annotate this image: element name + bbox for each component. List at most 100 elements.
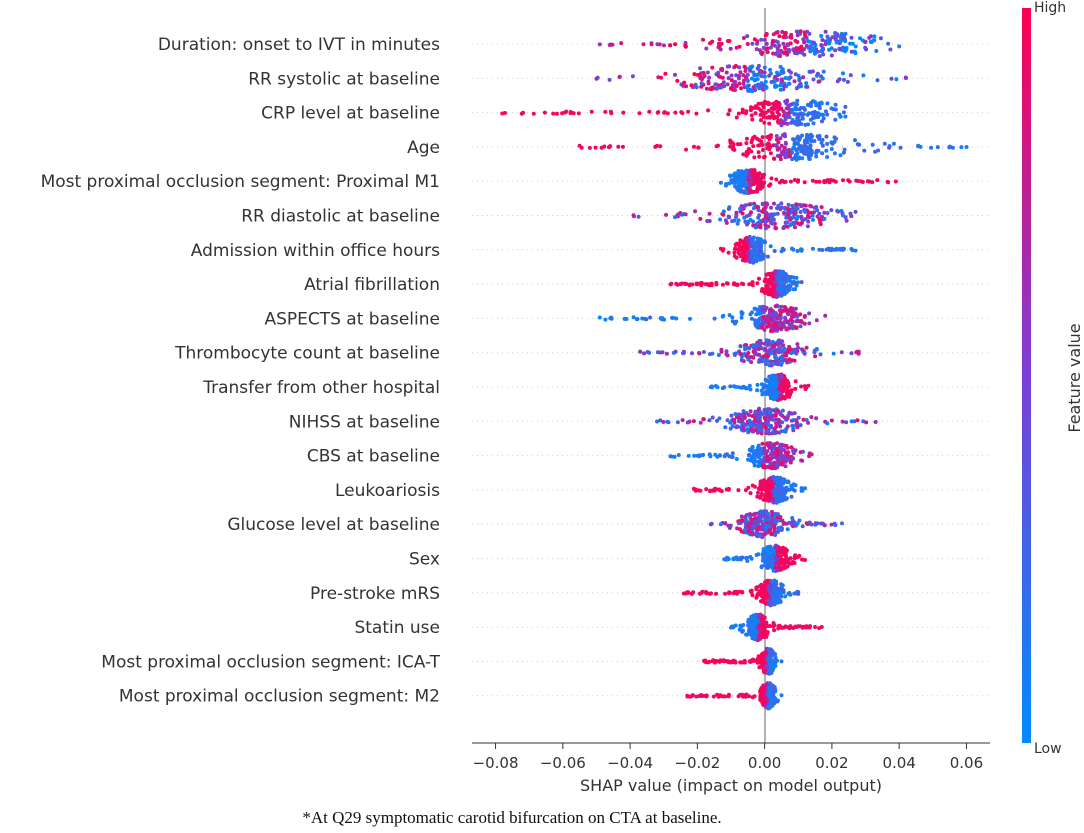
shap-point xyxy=(817,104,822,109)
shap-point xyxy=(868,34,873,39)
shap-point xyxy=(774,424,779,429)
shap-point xyxy=(769,408,774,413)
shap-point xyxy=(767,137,772,142)
shap-point xyxy=(745,168,750,173)
shap-point xyxy=(778,154,783,159)
shap-point xyxy=(597,42,602,47)
shap-point xyxy=(776,483,781,488)
shap-point xyxy=(708,352,712,357)
shap-point xyxy=(837,77,842,82)
shap-point xyxy=(806,154,811,159)
shap-point xyxy=(794,319,799,324)
shap-point xyxy=(833,179,838,184)
shap-point xyxy=(814,154,819,159)
shap-point xyxy=(772,156,777,161)
shap-point xyxy=(740,555,745,560)
shap-point xyxy=(825,112,830,117)
shap-point xyxy=(767,496,772,501)
shap-point xyxy=(778,566,783,571)
shap-point xyxy=(812,139,817,143)
shap-point xyxy=(723,521,728,526)
shap-point xyxy=(785,564,790,569)
shap-point xyxy=(617,75,622,79)
shap-point xyxy=(800,557,804,562)
shap-point xyxy=(794,119,799,124)
shap-point xyxy=(804,140,809,145)
colorbar-low-label: Low xyxy=(1034,741,1062,757)
shap-point xyxy=(760,174,765,179)
shap-point xyxy=(568,111,573,116)
shap-point xyxy=(794,46,799,51)
shap-point xyxy=(673,42,678,47)
shap-point xyxy=(812,205,817,210)
shap-point xyxy=(827,47,832,52)
shap-point xyxy=(799,144,804,149)
shap-point xyxy=(762,100,767,104)
shap-point xyxy=(669,281,674,286)
shap-point xyxy=(752,240,757,245)
shap-point xyxy=(741,152,746,157)
shap-point xyxy=(718,522,723,527)
shap-point xyxy=(745,42,750,46)
shap-point xyxy=(726,694,731,699)
shap-point xyxy=(712,316,717,321)
shap-point xyxy=(754,629,759,634)
shap-point xyxy=(778,54,783,58)
shap-point xyxy=(769,479,774,484)
shap-point xyxy=(825,421,830,426)
shap-point xyxy=(698,420,703,425)
shap-point xyxy=(779,304,784,309)
shap-point xyxy=(742,64,747,69)
shap-point xyxy=(774,383,779,388)
shap-point xyxy=(721,247,726,252)
shap-point xyxy=(767,115,772,119)
shap-point xyxy=(770,564,775,569)
shap-point xyxy=(724,220,729,225)
shap-point xyxy=(750,532,755,537)
shap-point xyxy=(761,509,766,514)
shap-point xyxy=(769,80,774,84)
shap-point xyxy=(763,86,768,91)
shap-point xyxy=(783,134,788,139)
shap-point xyxy=(769,308,774,313)
shap-point xyxy=(635,317,640,321)
shap-point xyxy=(759,519,764,524)
shap-point xyxy=(842,77,846,82)
shap-point xyxy=(776,626,781,631)
shap-point xyxy=(848,73,853,78)
shap-point xyxy=(769,532,774,537)
shap-point xyxy=(864,420,869,425)
shap-point xyxy=(736,488,741,493)
shap-point xyxy=(773,74,778,79)
shap-point xyxy=(843,114,848,119)
shap-point xyxy=(798,29,803,34)
shap-point xyxy=(822,216,827,221)
shap-point xyxy=(832,151,837,156)
shap-point xyxy=(734,115,739,120)
shap-point xyxy=(756,633,761,638)
shap-point xyxy=(783,450,788,455)
shap-point xyxy=(733,171,738,176)
shap-point xyxy=(587,145,592,150)
shap-point xyxy=(752,243,757,248)
shap-point xyxy=(764,664,769,669)
shap-point xyxy=(817,247,822,252)
shap-point xyxy=(733,63,738,68)
shap-point xyxy=(753,450,757,455)
shap-point xyxy=(853,44,858,49)
shap-point xyxy=(814,318,819,323)
shap-point xyxy=(803,203,808,208)
shap-point xyxy=(793,379,798,384)
shap-point xyxy=(807,454,812,459)
shap-point xyxy=(781,225,786,230)
shap-point xyxy=(964,145,969,149)
shap-point xyxy=(620,144,625,149)
shap-point xyxy=(802,151,807,156)
shap-point xyxy=(819,100,824,105)
shap-point xyxy=(738,344,743,349)
shap-point xyxy=(740,692,745,697)
shap-point xyxy=(690,693,695,698)
shap-point xyxy=(764,352,769,357)
shap-point xyxy=(947,145,952,150)
shap-point xyxy=(768,45,773,50)
